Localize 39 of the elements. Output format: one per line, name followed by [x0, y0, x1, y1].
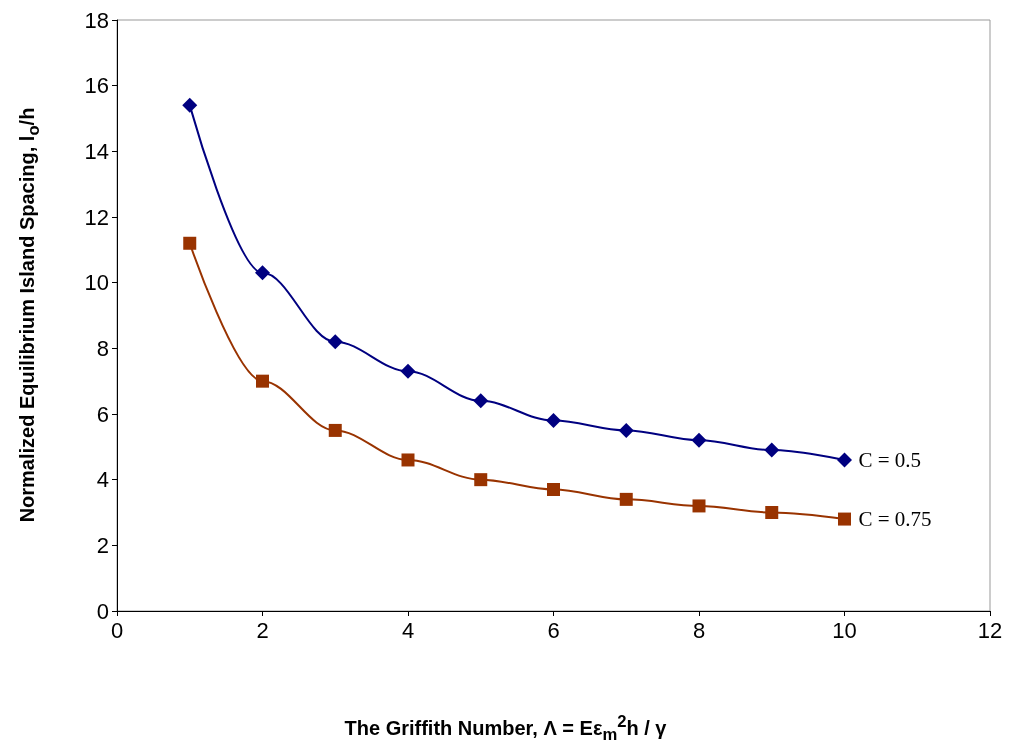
point	[547, 483, 560, 497]
y-tick-label: 2	[96, 532, 109, 558]
y-tick-label: 8	[96, 335, 109, 361]
point	[327, 334, 343, 350]
point	[255, 265, 270, 281]
point	[183, 236, 197, 250]
point	[473, 393, 489, 409]
series-label: C = 0.5	[858, 447, 922, 472]
y-tick-label: 10	[84, 270, 109, 296]
point	[764, 442, 780, 458]
x-tick-label: 12	[977, 617, 1003, 643]
y-tick-label: 12	[84, 204, 109, 230]
point	[546, 413, 561, 429]
series-label: C = 0.75	[858, 507, 932, 532]
point	[400, 363, 416, 379]
y-tick-label: 16	[84, 73, 109, 99]
point	[691, 432, 707, 448]
point	[837, 452, 852, 468]
x-tick-label: 2	[256, 617, 269, 643]
y-tick-label: 4	[96, 467, 109, 493]
point	[328, 423, 342, 437]
x-axis-title: The Griffith Number, Λ = Eε$_{m}$$^{2}$h / γ	[343, 712, 668, 745]
y-tick-label: 14	[84, 138, 109, 164]
x-tick-label: 8	[692, 617, 706, 643]
point	[619, 492, 633, 506]
y-tick-label: 18	[84, 7, 109, 33]
point	[692, 499, 706, 513]
y-tick-label: 6	[96, 401, 109, 427]
point	[765, 506, 779, 519]
point	[474, 473, 488, 487]
x-tick-label: 4	[401, 617, 415, 643]
point	[256, 374, 269, 388]
x-tick-label: 6	[547, 617, 560, 643]
y-tick-label: 0	[96, 598, 109, 624]
point	[401, 453, 415, 467]
point	[618, 422, 634, 438]
point	[838, 512, 851, 526]
x-tick-label: 10	[832, 617, 857, 643]
point	[182, 97, 198, 113]
